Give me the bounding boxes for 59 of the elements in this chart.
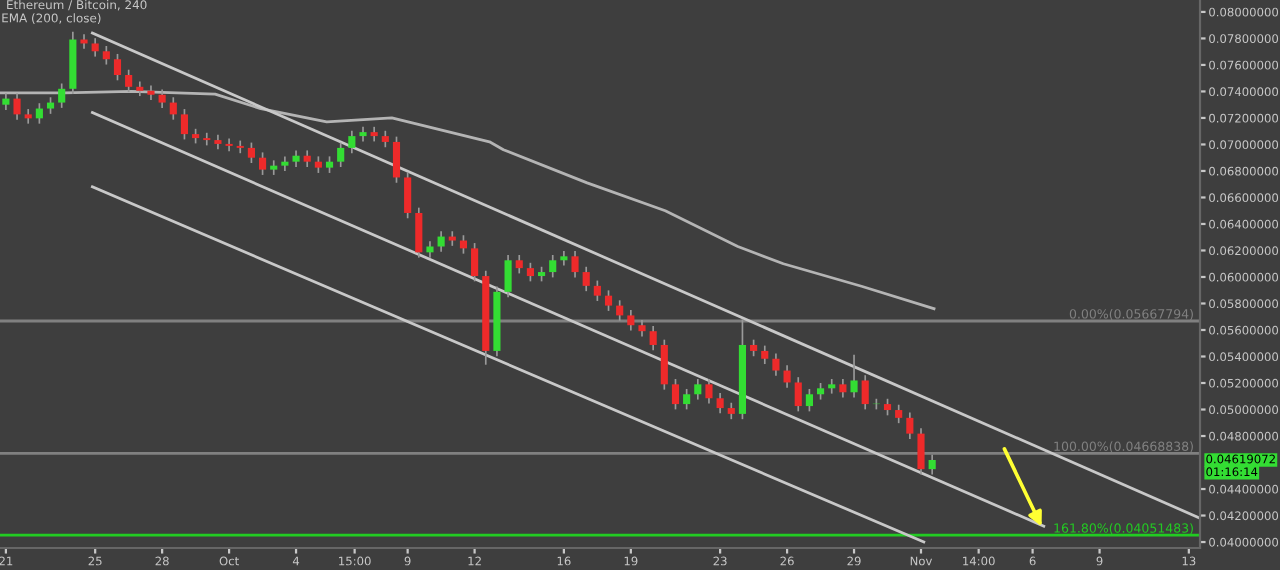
candlestick xyxy=(627,309,635,332)
candlestick xyxy=(348,129,356,155)
candlestick xyxy=(415,206,423,259)
candlestick xyxy=(772,352,780,377)
candlestick xyxy=(125,68,133,93)
candlestick xyxy=(906,411,914,440)
candlestick xyxy=(13,92,21,121)
candlestick xyxy=(102,45,110,66)
candlestick xyxy=(694,378,702,401)
candlestick xyxy=(649,325,657,352)
candlestick xyxy=(147,84,155,101)
candlestick xyxy=(716,392,724,415)
candlestick xyxy=(660,338,668,391)
candlestick xyxy=(850,353,858,399)
candlestick xyxy=(705,378,713,405)
candlestick xyxy=(582,265,590,292)
candlestick xyxy=(281,155,289,172)
candlestick xyxy=(437,230,445,253)
candlestick xyxy=(35,102,43,125)
candlestick xyxy=(448,230,456,247)
candlestick xyxy=(270,159,278,176)
candlestick xyxy=(895,403,903,424)
candlestick xyxy=(593,279,601,302)
candlestick xyxy=(805,388,813,413)
candlestick xyxy=(515,254,523,275)
candlestick xyxy=(917,427,925,476)
candlestick xyxy=(180,108,189,141)
candlestick xyxy=(526,261,534,283)
candlestick xyxy=(839,378,847,399)
candlestick xyxy=(504,254,512,298)
candlestick xyxy=(236,139,244,155)
candlestick xyxy=(225,137,233,153)
candlestick xyxy=(928,453,936,476)
candlestick xyxy=(794,376,802,413)
candlestick xyxy=(471,242,479,283)
candlestick xyxy=(560,250,568,267)
candlestick xyxy=(247,141,255,164)
candlestick xyxy=(616,299,624,322)
candlestick xyxy=(761,344,769,365)
candlestick xyxy=(549,254,557,279)
candlestick xyxy=(861,374,869,411)
candlestick xyxy=(337,141,345,168)
candlestick xyxy=(571,250,579,279)
candlestick xyxy=(392,135,401,184)
candlestick xyxy=(783,364,791,389)
candlestick xyxy=(91,37,99,58)
candlestick xyxy=(80,33,88,50)
candlestick xyxy=(58,82,66,109)
candlestick xyxy=(24,108,32,125)
candlestick xyxy=(671,378,680,411)
candlestick xyxy=(203,131,211,147)
candlestick xyxy=(259,151,267,176)
candlestick xyxy=(683,388,691,411)
candlestick xyxy=(828,378,836,395)
candlestick xyxy=(113,53,122,82)
candlestick xyxy=(169,96,177,121)
candlestick xyxy=(158,88,166,109)
candlestick xyxy=(604,289,613,312)
candlestick xyxy=(404,171,412,220)
